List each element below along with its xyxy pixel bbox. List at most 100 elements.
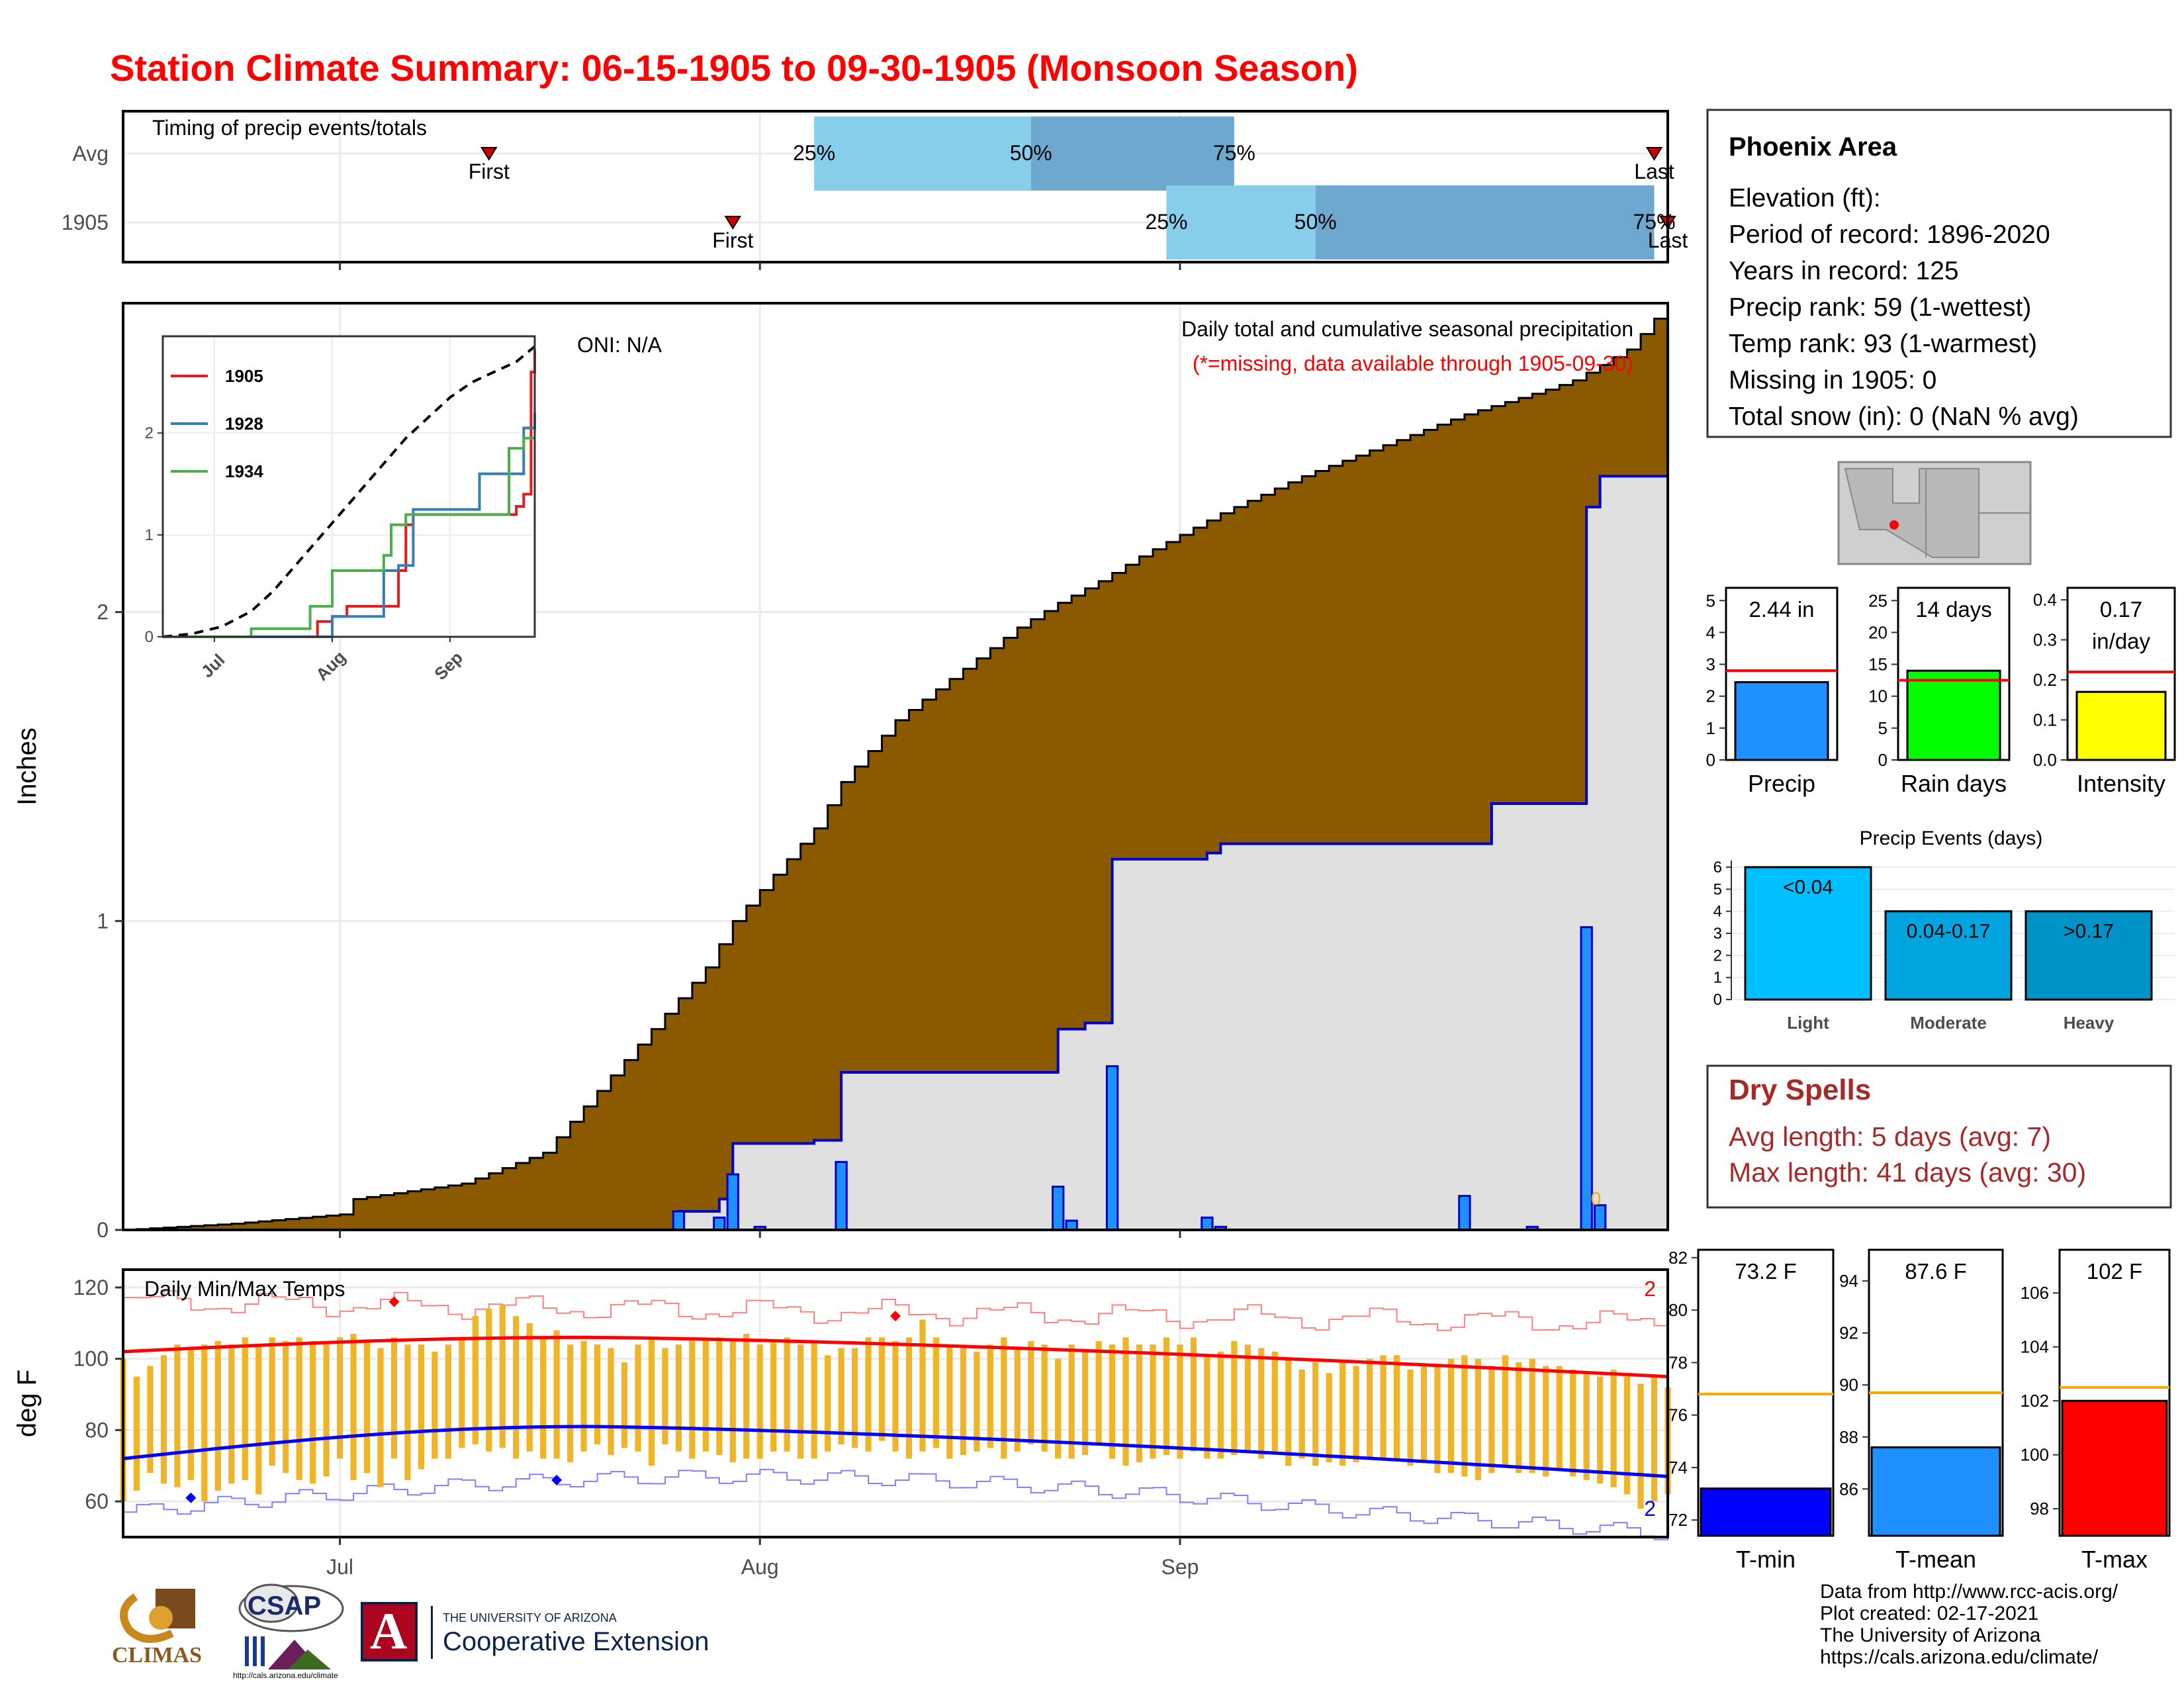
daily-temp-bar bbox=[418, 1344, 425, 1470]
daily-temp-bar bbox=[147, 1366, 154, 1474]
daily-temp-bar bbox=[1407, 1369, 1414, 1466]
month-xtick-label: Sep bbox=[1161, 1555, 1199, 1579]
tmax-summary-ytick-label: 102 bbox=[2021, 1391, 2049, 1411]
daily-temp-bar bbox=[1150, 1344, 1156, 1459]
station-years: Years in record: 125 bbox=[1729, 257, 1959, 285]
intensity-summary-value-label: 0.17 bbox=[2100, 597, 2142, 622]
timing-marker bbox=[724, 216, 742, 230]
inset-frame bbox=[161, 335, 536, 638]
locator-map-state bbox=[1844, 468, 1979, 558]
tmin-summary-ytick-label: 76 bbox=[1668, 1405, 1688, 1425]
precip-summary-value-label: 2.44 in bbox=[1749, 597, 1814, 622]
daily-temp-bar bbox=[323, 1344, 330, 1477]
daily-temp-bar bbox=[242, 1337, 248, 1480]
daily-precip-bar bbox=[1065, 1219, 1078, 1231]
tmin-summary-ytick-label: 80 bbox=[1668, 1300, 1688, 1320]
month-xtick-label: Jul bbox=[326, 1555, 353, 1579]
daily-temp-bar bbox=[1610, 1369, 1617, 1487]
intensity-summary-value-label2: in/day bbox=[2092, 629, 2151, 653]
daily-temp-bar bbox=[974, 1351, 980, 1452]
daily-temp-bar bbox=[459, 1337, 465, 1448]
precip-events-category-label: Light bbox=[1787, 1013, 1829, 1033]
record-low-count: 2 bbox=[1644, 1497, 1656, 1521]
daily-temp-bar bbox=[892, 1340, 899, 1452]
station-name: Phoenix Area bbox=[1729, 132, 1897, 162]
raindays-summary-ytick-label: 15 bbox=[1868, 655, 1888, 675]
daily-temp-bar bbox=[1556, 1366, 1563, 1470]
inset-avg-line bbox=[162, 345, 536, 638]
precip-summary-ytick-label: 5 bbox=[1706, 590, 1715, 610]
daily-temp-bar bbox=[1122, 1337, 1129, 1466]
daily-temp-bar bbox=[702, 1340, 709, 1452]
daily-temp-bar bbox=[1068, 1344, 1075, 1459]
credit-line: https://cals.arizona.edu/climate/ bbox=[1820, 1646, 2099, 1668]
daily-temp-bar bbox=[336, 1337, 343, 1459]
daily-temp-bar bbox=[946, 1344, 953, 1459]
daily-temp-bar bbox=[716, 1337, 723, 1456]
daily-precip-bar bbox=[835, 1160, 848, 1231]
daily-temp-bar bbox=[1353, 1366, 1359, 1462]
raindays-summary-axis-label: Rain days bbox=[1901, 770, 2007, 797]
precip-summary-ytick-label: 4 bbox=[1706, 622, 1715, 642]
oni-label: ONI: N/A bbox=[577, 333, 662, 357]
precip-events-bar-label: >0.17 bbox=[2064, 921, 2114, 943]
daily-temp-bar bbox=[811, 1340, 817, 1459]
daily-temp-bar bbox=[797, 1344, 804, 1459]
daily-temp-bar bbox=[1623, 1376, 1631, 1495]
daily-temp-bar bbox=[540, 1337, 547, 1459]
tmin-summary-ytick-label: 82 bbox=[1668, 1248, 1688, 1268]
precip-events-bar bbox=[1884, 910, 2013, 1001]
daily-temp-bar bbox=[865, 1337, 872, 1452]
precip-events-category-label: Moderate bbox=[1910, 1013, 1987, 1033]
daily-temp-bar bbox=[1258, 1348, 1265, 1459]
timing-row-label: Avg bbox=[72, 142, 109, 165]
daily-temp-bar bbox=[1163, 1337, 1170, 1456]
ua-extension: Cooperative Extension bbox=[443, 1627, 709, 1656]
daily-temp-bar bbox=[987, 1344, 993, 1448]
avg-min-temp-line bbox=[122, 1425, 1668, 1478]
tmax-summary-ytick-label: 100 bbox=[2021, 1445, 2049, 1465]
inset-ytick-label: 1 bbox=[145, 526, 154, 544]
tmin-summary-value-label: 73.2 F bbox=[1735, 1259, 1797, 1284]
precip-events-ytick-label: 6 bbox=[1713, 859, 1722, 876]
daily-temp-bar bbox=[214, 1340, 221, 1491]
precip-note: Daily total and cumulative seasonal prec… bbox=[1181, 317, 1633, 341]
daily-temp-bar bbox=[201, 1344, 208, 1502]
daily-temp-bar bbox=[770, 1340, 777, 1452]
daily-precip-bar bbox=[1593, 1204, 1607, 1231]
station-snow: Total snow (in): 0 (NaN % avg) bbox=[1729, 402, 2079, 431]
tmax-summary-bar bbox=[2061, 1399, 2168, 1537]
precip-summary-ytick-label: 1 bbox=[1706, 718, 1715, 738]
daily-temp-bar bbox=[377, 1348, 384, 1487]
record-high-marker bbox=[890, 1311, 901, 1322]
daily-temp-bar bbox=[174, 1344, 181, 1487]
missing-zero-marker: 0 bbox=[1591, 1188, 1602, 1209]
raindays-summary-ytick-label: 20 bbox=[1868, 622, 1888, 642]
daily-temp-bar bbox=[689, 1340, 696, 1459]
intensity-summary-bar bbox=[2075, 690, 2167, 761]
precip-events-ytick-label: 4 bbox=[1713, 903, 1722, 921]
intensity-summary-panel: 0.0 0.1 0.2 0.3 0.4 0.17 in/day Intensity bbox=[2033, 586, 2176, 797]
record-max-line bbox=[123, 1290, 1668, 1336]
tmax-summary-axis-label: T-max bbox=[2081, 1546, 2148, 1573]
daily-temp-bar bbox=[1204, 1355, 1210, 1459]
daily-temp-bar bbox=[1001, 1337, 1007, 1459]
daily-temp-bar bbox=[133, 1376, 140, 1491]
ua-name: THE UNIVERSITY OF ARIZONA bbox=[443, 1611, 617, 1624]
intensity-summary-ytick-label: 0.0 bbox=[2033, 750, 2057, 770]
daily-temp-bar bbox=[1583, 1373, 1590, 1480]
daily-temp-bar bbox=[729, 1340, 736, 1462]
station-period: Period of record: 1896-2020 bbox=[1729, 220, 2050, 249]
intensity-summary-ytick-label: 0.4 bbox=[2033, 590, 2057, 610]
daily-temp-bar bbox=[1380, 1355, 1387, 1459]
daily-temp-bar bbox=[919, 1319, 926, 1452]
tmax-summary-panel: 98 100 102 104 106 102 F T-max bbox=[2021, 1248, 2171, 1573]
daily-temp-bar bbox=[1285, 1358, 1292, 1466]
cumulative-1905-area bbox=[123, 476, 1668, 1231]
temp-ylabel: deg F bbox=[13, 1370, 42, 1437]
daily-temp-bar bbox=[1637, 1383, 1644, 1509]
daily-temp-bar bbox=[1366, 1358, 1373, 1459]
csap-logo: CSAP http://cals.arizona.edu/climate bbox=[232, 1583, 351, 1683]
daily-temp-bar bbox=[1326, 1373, 1332, 1462]
dry-spells-max: Max length: 41 days (avg: 30) bbox=[1729, 1157, 2087, 1188]
